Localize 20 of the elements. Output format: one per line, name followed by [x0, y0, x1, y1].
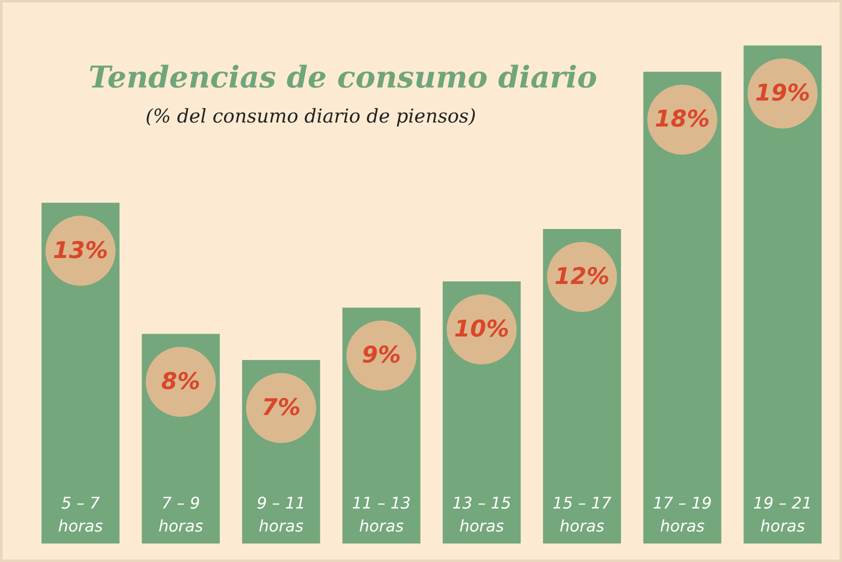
x-tick-label: 17 – 19 horas [652, 494, 712, 536]
x-tick-label: 9 – 11 horas [256, 494, 306, 536]
data-label: 9% [362, 342, 401, 369]
bar [643, 72, 722, 544]
x-tick-label: 11 – 13 horas [352, 494, 411, 536]
data-label: 18% [654, 106, 710, 133]
data-label: 10% [454, 316, 510, 342]
text: (% del consumo diario de piensos) [146, 106, 476, 128]
data-label: 19% [755, 80, 810, 106]
x-tick-label: 15 – 17 horas [552, 494, 612, 536]
text: Tendencias de consumo diario [88, 60, 598, 96]
x-tick-label: 19 – 21 horas [753, 494, 812, 536]
data-label: 13% [52, 238, 108, 264]
x-tick-label: 13 – 15 horas [452, 494, 512, 536]
data-label: 7% [262, 395, 301, 422]
bar [744, 46, 822, 544]
x-tick-label: 7 – 9 horas [158, 494, 204, 536]
data-label: 8% [161, 368, 200, 395]
x-tick-label: 5 – 7 horas [58, 494, 103, 536]
data-label: 12% [554, 264, 610, 290]
